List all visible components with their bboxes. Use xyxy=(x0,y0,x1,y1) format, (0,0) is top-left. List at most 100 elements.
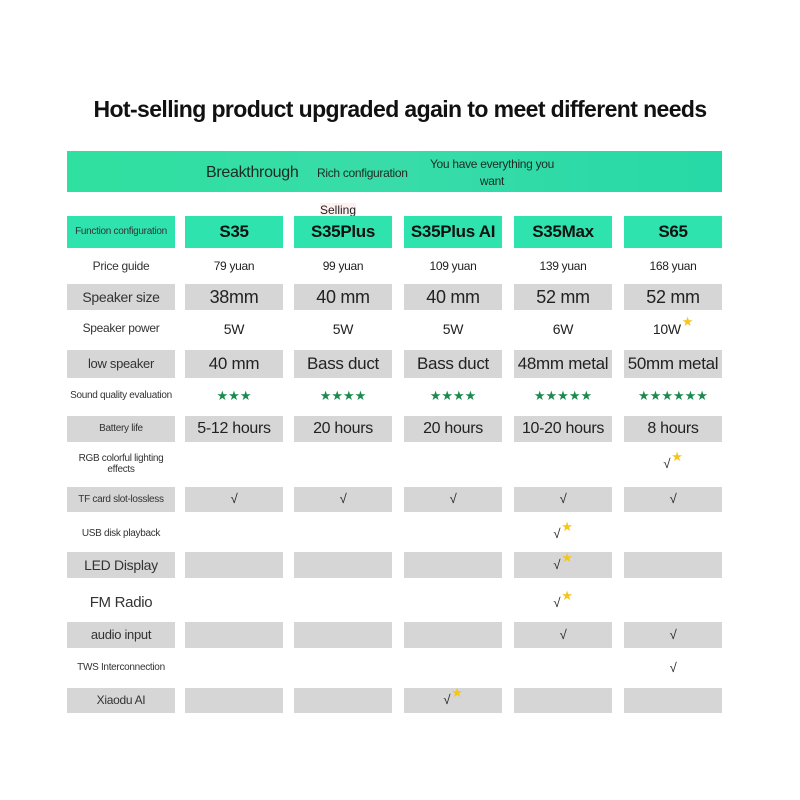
table-cell: 50mm metal xyxy=(624,350,722,378)
table-cell: 5-12 hours xyxy=(185,416,283,442)
table-cell xyxy=(185,522,283,546)
table-cell: √ xyxy=(624,622,722,648)
table-cell: 40 mm xyxy=(294,284,392,310)
table-cell: 99 yuan xyxy=(322,259,364,274)
table-cell: 40 mm xyxy=(404,284,502,310)
table-cell xyxy=(404,552,502,578)
row-label: USB disk playback xyxy=(81,528,161,540)
table-cell: 5W xyxy=(442,320,464,337)
model-header: S35Plus xyxy=(294,216,392,248)
table-cell: 48mm metal xyxy=(514,350,612,378)
table-cell: 5W xyxy=(223,320,245,337)
model-header: S35 xyxy=(185,216,283,248)
table-cell xyxy=(514,656,612,680)
table-cell xyxy=(294,552,392,578)
cell-value: √ xyxy=(553,556,561,572)
table-cell xyxy=(404,656,502,680)
table-cell xyxy=(185,452,283,476)
table-cell: 8 hours xyxy=(624,416,722,442)
table-cell xyxy=(185,688,283,713)
rating-stars: ★★★★★★ xyxy=(638,387,708,403)
table-cell: 40 mm xyxy=(185,350,283,378)
highlight-star-icon: ★ xyxy=(561,587,573,603)
table-cell xyxy=(294,656,392,680)
table-cell xyxy=(404,452,502,476)
table-cell xyxy=(185,656,283,680)
highlight-star-icon: ★ xyxy=(561,549,573,565)
table-cell: 52 mm xyxy=(514,284,612,310)
table-cell-highlighted: √ ★ xyxy=(514,549,612,578)
page-title: Hot-selling product upgraded again to me… xyxy=(93,96,707,122)
table-cell xyxy=(185,590,283,616)
table-cell: √ xyxy=(185,487,283,512)
highlight-star-icon: ★ xyxy=(451,685,463,701)
table-cell xyxy=(404,522,502,546)
table-cell xyxy=(185,552,283,578)
table-cell xyxy=(294,590,392,616)
cell-value: √ xyxy=(553,594,561,610)
cell-value: √ xyxy=(443,692,451,708)
table-cell: 79 yuan xyxy=(213,259,255,274)
table-cell-highlighted: √ ★ xyxy=(624,449,722,476)
table-cell xyxy=(294,688,392,713)
table-cell-highlighted: √ ★ xyxy=(404,685,502,713)
cell-value: 10W xyxy=(652,320,681,337)
table-cell: Bass duct xyxy=(294,350,392,378)
model-header: S65 xyxy=(624,216,722,248)
row-label: audio input xyxy=(67,622,175,648)
table-cell-highlighted: √ ★ xyxy=(514,519,612,546)
table-cell: 20 hours xyxy=(404,416,502,442)
table-cell: 5W xyxy=(332,320,354,337)
table-cell xyxy=(624,522,722,546)
cell-value: √ xyxy=(663,455,671,471)
slogan-breakthrough: Breakthrough xyxy=(206,164,299,181)
table-cell: √ xyxy=(669,659,677,675)
table-cell xyxy=(514,688,612,713)
table-cell: 139 yuan xyxy=(539,259,587,274)
table-cell xyxy=(514,452,612,476)
cell-value: √ xyxy=(553,525,561,541)
table-cell: √ xyxy=(514,487,612,512)
header-label: Function configuration xyxy=(67,216,175,248)
table-cell: 38mm xyxy=(185,284,283,310)
table-cell: Bass duct xyxy=(404,350,502,378)
table-cell-highlighted: √ ★ xyxy=(514,587,612,616)
table-cell: √ xyxy=(294,487,392,512)
slogan-everything: You have everything you want xyxy=(429,157,555,188)
row-label: FM Radio xyxy=(89,594,153,612)
row-label: TWS Interconnection xyxy=(77,662,165,674)
row-label: Battery life xyxy=(67,416,175,442)
table-cell xyxy=(624,688,722,713)
table-cell: 10-20 hours xyxy=(514,416,612,442)
table-cell xyxy=(404,590,502,616)
table-cell: 168 yuan xyxy=(649,259,697,274)
table-cell xyxy=(624,590,722,616)
table-cell-highlighted: 10W ★ xyxy=(624,313,722,340)
rating-stars: ★★★★ xyxy=(429,387,477,403)
table-cell: 109 yuan xyxy=(429,259,477,274)
row-label: Sound quality evaluation xyxy=(70,390,172,402)
row-label: TF card slot-lossless xyxy=(67,487,175,512)
table-cell xyxy=(624,552,722,578)
table-cell: √ xyxy=(624,487,722,512)
model-header: S35Plus AI xyxy=(404,216,502,248)
rating-stars: ★★★★ xyxy=(319,387,367,403)
row-label: LED Display xyxy=(67,552,175,578)
rating-stars: ★★★ xyxy=(216,387,252,403)
table-cell xyxy=(404,622,502,648)
row-label: Price guide xyxy=(92,259,150,274)
model-header: S35Max xyxy=(514,216,612,248)
rating-stars: ★★★★★ xyxy=(533,387,593,403)
slogan-band: Breakthrough Rich configuration You have… xyxy=(67,151,722,192)
table-cell: 52 mm xyxy=(624,284,722,310)
row-label: RGB colorful lighting effects xyxy=(78,452,164,476)
table-cell: √ xyxy=(514,622,612,648)
table-cell: √ xyxy=(404,487,502,512)
table-cell: 20 hours xyxy=(294,416,392,442)
table-cell: 6W xyxy=(552,320,574,337)
row-label: Speaker size xyxy=(67,284,175,310)
table-cell xyxy=(294,622,392,648)
slogan-rich-configuration: Rich configuration xyxy=(317,166,408,180)
row-label: low speaker xyxy=(67,350,175,378)
highlight-star-icon: ★ xyxy=(681,313,694,329)
